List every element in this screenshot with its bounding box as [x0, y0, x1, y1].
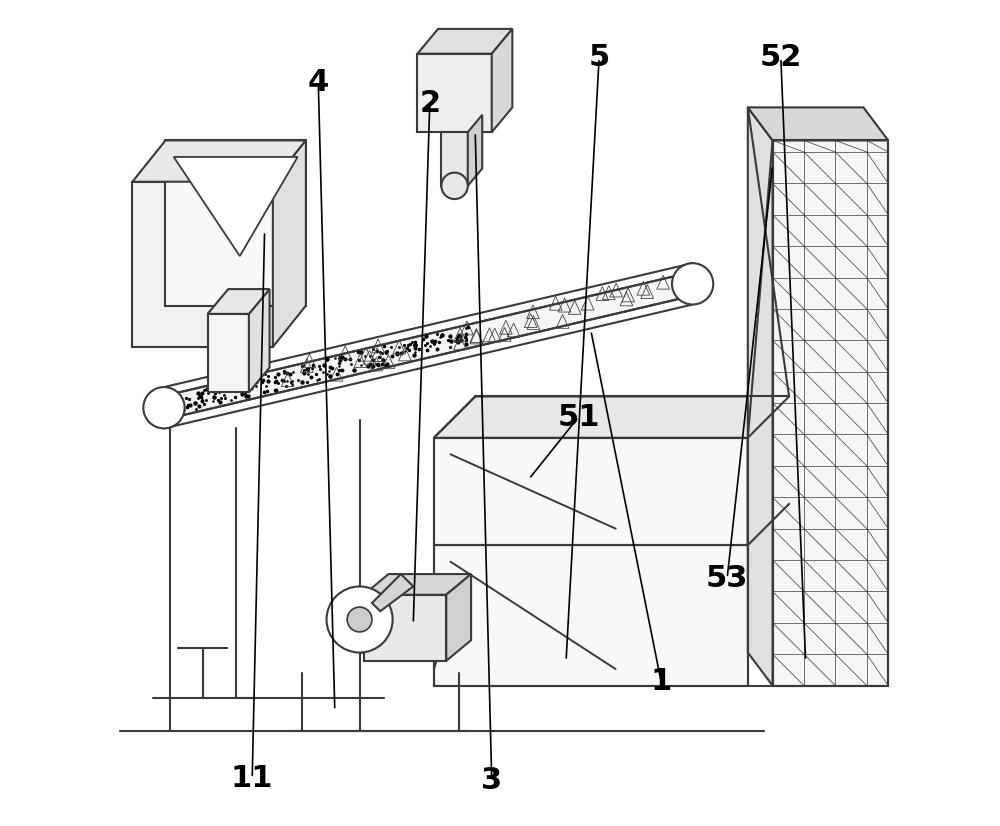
Text: 52: 52 — [760, 43, 802, 73]
Polygon shape — [446, 574, 471, 661]
Text: 11: 11 — [231, 763, 273, 793]
Polygon shape — [748, 396, 789, 545]
Text: 53: 53 — [706, 563, 748, 593]
Polygon shape — [748, 107, 888, 140]
Polygon shape — [174, 157, 298, 256]
Circle shape — [441, 173, 468, 199]
Polygon shape — [165, 140, 306, 306]
Polygon shape — [492, 29, 512, 132]
Polygon shape — [364, 574, 471, 595]
Polygon shape — [417, 54, 492, 132]
Polygon shape — [773, 140, 888, 686]
Polygon shape — [208, 289, 270, 314]
Polygon shape — [434, 438, 748, 545]
Text: 51: 51 — [557, 402, 600, 432]
Polygon shape — [273, 140, 306, 347]
Polygon shape — [132, 140, 306, 182]
Text: 3: 3 — [481, 766, 502, 795]
Polygon shape — [434, 545, 748, 686]
Circle shape — [327, 586, 393, 653]
Circle shape — [672, 263, 713, 305]
Polygon shape — [161, 273, 695, 419]
Circle shape — [143, 387, 185, 429]
Polygon shape — [441, 132, 468, 186]
Polygon shape — [132, 182, 273, 347]
Text: 2: 2 — [419, 88, 440, 118]
Polygon shape — [249, 289, 270, 392]
Polygon shape — [434, 396, 789, 438]
Polygon shape — [748, 107, 773, 686]
Polygon shape — [208, 314, 249, 392]
Circle shape — [347, 607, 372, 632]
Text: 1: 1 — [650, 667, 672, 696]
Text: 4: 4 — [308, 68, 329, 97]
Polygon shape — [364, 595, 446, 661]
Polygon shape — [417, 29, 512, 54]
Polygon shape — [372, 574, 413, 611]
Text: 5: 5 — [588, 43, 610, 73]
Polygon shape — [468, 115, 482, 186]
